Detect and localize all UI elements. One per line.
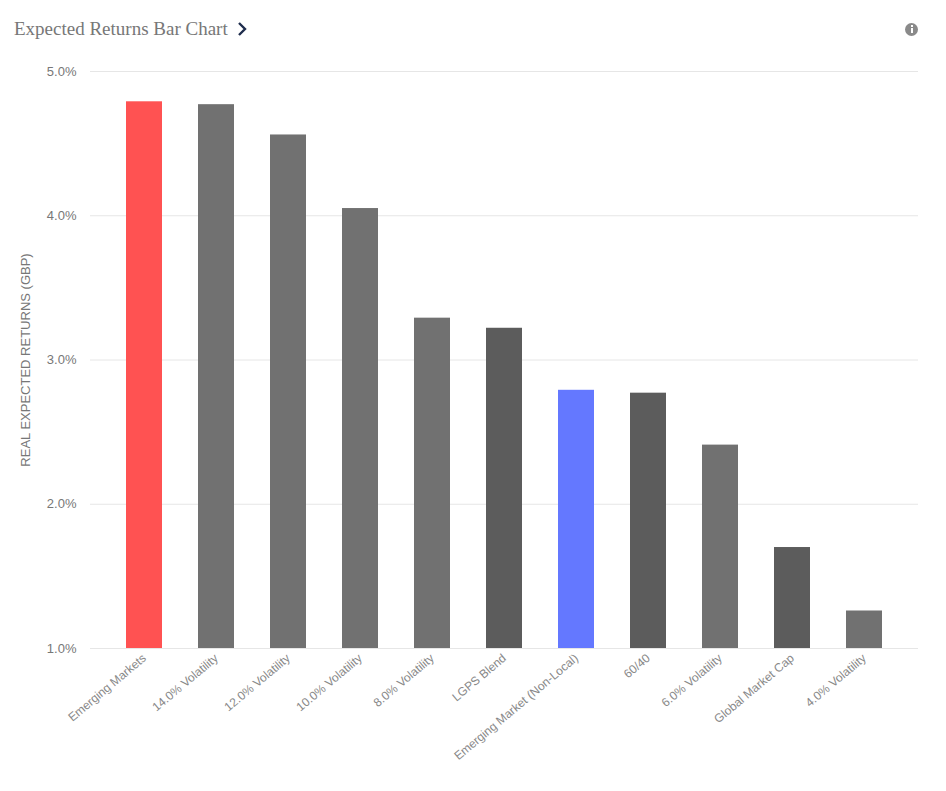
- svg-text:LGPS Blend: LGPS Blend: [449, 651, 509, 704]
- svg-text:6.0% Volatility: 6.0% Volatility: [659, 651, 725, 710]
- svg-text:Emerging Markets: Emerging Markets: [65, 651, 149, 724]
- svg-text:Emerging Market (Non-Local): Emerging Market (Non-Local): [451, 651, 581, 763]
- svg-text:8.0% Volatility: 8.0% Volatility: [371, 651, 437, 710]
- html-text:Expected Returns Bar Chart: Expected Returns Bar Chart: [14, 18, 228, 39]
- svg-text:12.0% Volatility: 12.0% Volatility: [222, 651, 293, 714]
- svg-text:60/40: 60/40: [621, 651, 653, 681]
- svg-text:Global Market Cap: Global Market Cap: [711, 651, 797, 726]
- svg-text:14.0% Volatility: 14.0% Volatility: [150, 651, 221, 714]
- svg-text:4.0% Volatility: 4.0% Volatility: [803, 651, 869, 710]
- svg-text:10.0% Volatility: 10.0% Volatility: [294, 651, 365, 714]
- svg-text:1.0%: 1.0%: [47, 641, 77, 656]
- svg-text:4.0%: 4.0%: [47, 208, 77, 223]
- svg-text:5.0%: 5.0%: [47, 64, 77, 79]
- svg-text:2.0%: 2.0%: [47, 496, 77, 511]
- svg-text:3.0%: 3.0%: [47, 352, 77, 367]
- svg-text:REAL EXPECTED RETURNS (GBP): REAL EXPECTED RETURNS (GBP): [18, 253, 33, 466]
